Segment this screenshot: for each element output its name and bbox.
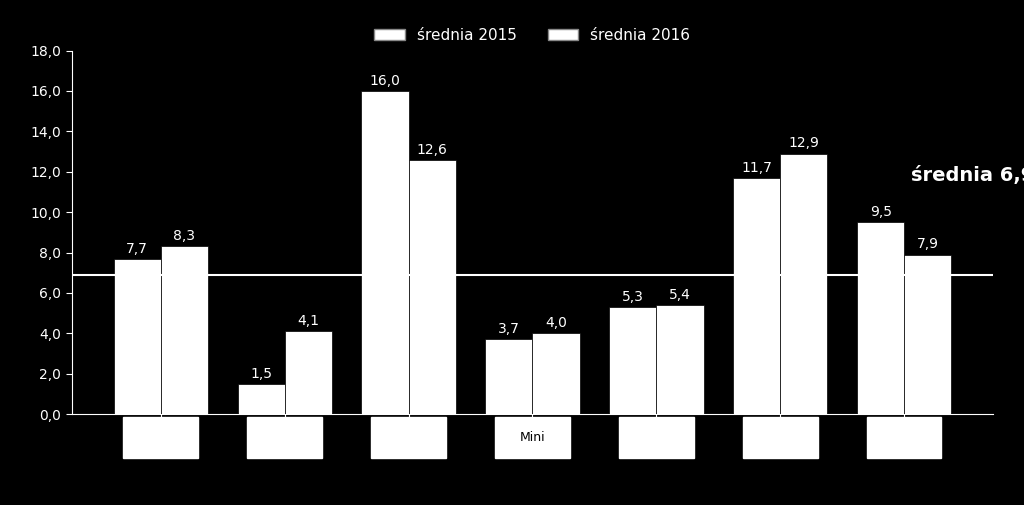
Text: 8,3: 8,3 xyxy=(173,229,196,243)
Bar xyxy=(285,331,332,414)
Text: 16,0: 16,0 xyxy=(370,74,400,88)
Text: 5,4: 5,4 xyxy=(669,288,691,302)
Text: 7,7: 7,7 xyxy=(126,241,148,256)
Text: 9,5: 9,5 xyxy=(869,205,892,219)
Bar xyxy=(857,222,904,414)
Text: 4,1: 4,1 xyxy=(297,314,319,328)
Bar xyxy=(485,339,532,414)
Bar xyxy=(904,255,951,414)
Text: 7,9: 7,9 xyxy=(916,237,939,251)
Bar xyxy=(114,259,161,414)
Legend: średnia 2015, średnia 2016: średnia 2015, średnia 2016 xyxy=(369,22,696,49)
Text: 11,7: 11,7 xyxy=(741,161,772,175)
Bar xyxy=(161,246,208,414)
Text: 12,6: 12,6 xyxy=(417,142,447,157)
FancyBboxPatch shape xyxy=(496,417,569,458)
FancyBboxPatch shape xyxy=(743,417,817,458)
FancyBboxPatch shape xyxy=(372,417,445,458)
Bar xyxy=(361,91,409,414)
FancyBboxPatch shape xyxy=(867,417,941,458)
Bar xyxy=(609,307,656,414)
Bar xyxy=(409,160,456,414)
Bar xyxy=(780,154,827,414)
Bar xyxy=(733,178,780,414)
Bar xyxy=(656,305,703,414)
Text: średnia 6,9: średnia 6,9 xyxy=(910,166,1024,185)
FancyBboxPatch shape xyxy=(620,417,693,458)
Bar xyxy=(238,384,285,414)
Text: 5,3: 5,3 xyxy=(622,290,644,304)
Text: Mini: Mini xyxy=(519,431,546,444)
Text: 3,7: 3,7 xyxy=(498,322,520,336)
FancyBboxPatch shape xyxy=(248,417,322,458)
Text: 1,5: 1,5 xyxy=(250,367,272,381)
Text: 4,0: 4,0 xyxy=(545,316,567,330)
Bar xyxy=(532,333,580,414)
FancyBboxPatch shape xyxy=(124,417,198,458)
Text: 12,9: 12,9 xyxy=(788,136,819,150)
